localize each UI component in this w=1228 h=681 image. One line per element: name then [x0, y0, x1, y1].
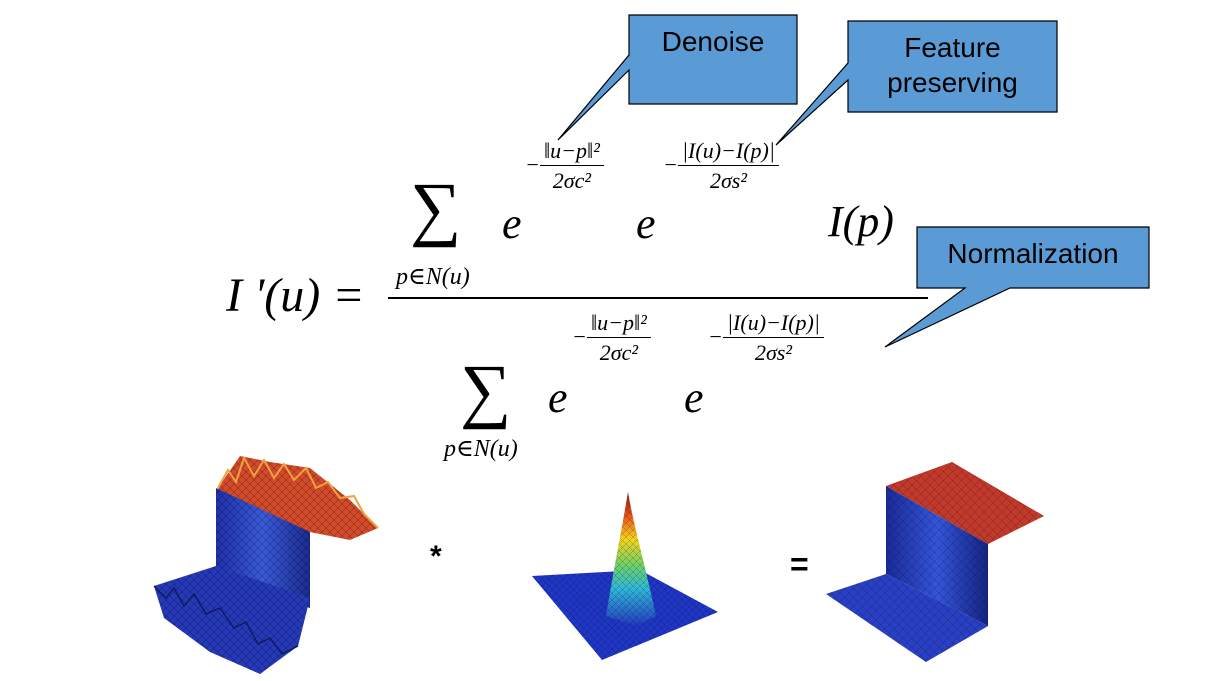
- denominator-range-den: 2σs²: [754, 340, 792, 365]
- denominator-exp-base-range: e: [684, 373, 704, 422]
- feature-label-line2: preserving: [887, 67, 1018, 98]
- numerator-spatial-num: ‖u−p‖²: [540, 138, 604, 166]
- formula-lhs: I '(u) =: [226, 269, 365, 322]
- denominator-spatial-num: ‖u−p‖²: [587, 310, 651, 338]
- feature-preserving-label: Feature preserving: [848, 30, 1057, 100]
- smoothed-step-surface-icon: [826, 462, 1044, 662]
- main-fraction-bar: [388, 297, 928, 299]
- denominator-range-num: |I(u)−I(p)|: [723, 310, 824, 338]
- denominator-spatial-fraction: ‖u−p‖² 2σc²: [587, 310, 651, 366]
- numerator-intensity: I(p): [828, 197, 894, 246]
- numerator-range-fraction: |I(u)−I(p)| 2σs²: [678, 138, 779, 194]
- convolve-operator: *: [430, 540, 442, 573]
- noisy-step-surface-icon: [153, 455, 379, 674]
- denominator-sum-index: p∈N(u): [444, 436, 518, 462]
- numerator-range-den: 2σs²: [709, 168, 747, 193]
- denominator-exp-base-spatial: e: [548, 373, 568, 422]
- denominator-sum-symbol: ∑: [460, 350, 512, 430]
- numerator-spatial-fraction: ‖u−p‖² 2σc²: [540, 138, 604, 194]
- numerator-sum-symbol: ∑: [410, 168, 462, 248]
- numerator-exp-base-range: e: [636, 199, 656, 248]
- feature-label-line1: Feature: [904, 32, 1001, 63]
- denoise-callout-box: [557, 14, 798, 141]
- denominator-spatial-den: 2σc²: [599, 340, 638, 365]
- numerator-spatial-minus: −: [525, 152, 540, 177]
- normalization-callout-box: [884, 226, 1150, 348]
- equals-operator: =: [790, 546, 809, 582]
- denoise-label: Denoise: [661, 26, 765, 57]
- numerator-range-minus: −: [663, 152, 678, 177]
- normalization-label: Normalization: [947, 238, 1119, 269]
- numerator-spatial-den: 2σc²: [552, 168, 591, 193]
- feature-callout-box: [775, 20, 1058, 146]
- numerator-sum-index: p∈N(u): [396, 264, 470, 290]
- numerator-exp-base-spatial: e: [502, 199, 522, 248]
- denominator-range-fraction: |I(u)−I(p)| 2σs²: [723, 310, 824, 366]
- denominator-range-minus: −: [708, 324, 723, 349]
- numerator-range-num: |I(u)−I(p)|: [678, 138, 779, 166]
- denominator-spatial-minus: −: [572, 324, 587, 349]
- gaussian-kernel-surface-icon: [532, 492, 718, 660]
